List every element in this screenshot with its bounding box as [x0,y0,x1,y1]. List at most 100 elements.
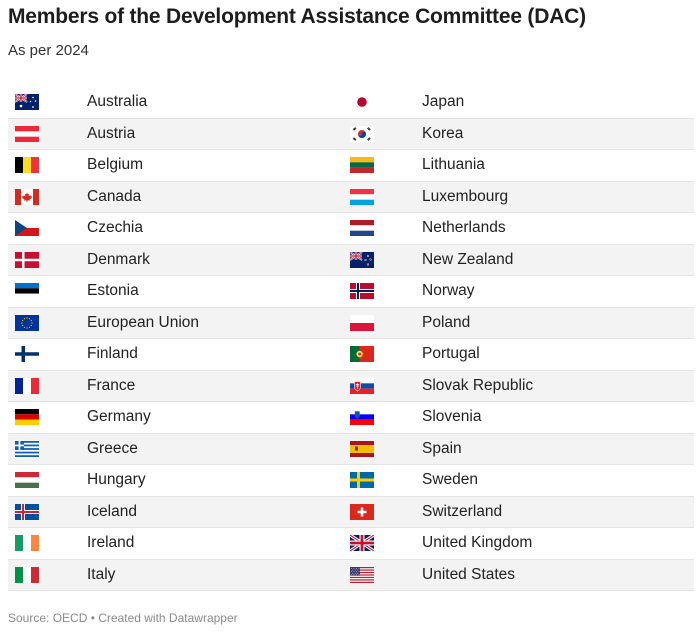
member-name: New Zealand [422,250,514,268]
member-cell: Switzerland [350,497,694,528]
member-cell: France [8,371,351,402]
flag-germany-icon [15,409,39,426]
member-name: Finland [87,345,138,363]
flag-france-icon [15,377,39,394]
member-cell: Estonia [8,276,351,307]
flag-ireland-icon [15,535,39,552]
table-row: Finland Portugal [8,339,694,371]
member-cell: United Kingdom [350,528,694,559]
member-name: Slovak Republic [422,376,534,394]
member-name: Japan [422,93,465,111]
member-cell: Hungary [8,465,351,496]
member-cell: Lithuania [350,150,694,181]
table-row: Greece Spain [8,433,694,465]
member-cell: Slovenia [350,402,694,433]
flag-korea-icon [350,125,374,142]
flag-norway-icon [350,283,374,300]
member-name: France [87,376,136,394]
table-row: European Union Poland [8,307,694,339]
member-name: Germany [87,408,151,426]
member-cell: Netherlands [350,213,694,244]
member-cell: Canada [8,182,351,213]
flag-united-kingdom-icon [350,535,374,552]
member-name: Poland [422,313,471,331]
flag-poland-icon [350,314,374,331]
table-row: Canada Luxembourg [8,181,694,213]
table-row: Belgium Lithuania [8,150,694,182]
member-name: United Kingdom [422,534,533,552]
flag-czechia-icon [15,220,39,237]
flag-new-zealand-icon [350,251,374,268]
member-name: Switzerland [422,502,503,520]
member-name: Ireland [87,534,135,552]
member-cell: Australia [8,87,351,118]
members-table: Australia Japan Austria Korea Belgium Li… [8,87,694,591]
flag-united-states-icon [350,566,374,583]
member-cell: Germany [8,402,351,433]
member-cell: Belgium [8,150,351,181]
member-name: Austria [87,124,136,142]
flag-belgium-icon [15,157,39,174]
member-name: Hungary [87,471,146,489]
member-cell: Sweden [350,465,694,496]
table-row: France Slovak Republic [8,370,694,402]
table-row: Ireland United Kingdom [8,528,694,560]
table-row: Iceland Switzerland [8,496,694,528]
member-name: Sweden [422,471,479,489]
member-name: Czechia [87,219,143,237]
member-name: Lithuania [422,156,485,174]
member-name: Norway [422,282,475,300]
table-row: Hungary Sweden [8,465,694,497]
member-cell: Spain [350,434,694,465]
member-name: Slovenia [422,408,482,426]
member-cell: Luxembourg [350,182,694,213]
member-cell: Korea [350,119,694,150]
member-name: United States [422,565,516,583]
flag-portugal-icon [350,346,374,363]
table-row: Italy United States [8,559,694,591]
member-cell: European Union [8,308,351,339]
member-name: Italy [87,565,116,583]
member-name: Greece [87,439,138,457]
flag-hungary-icon [15,472,39,489]
flag-lithuania-icon [350,157,374,174]
flag-netherlands-icon [350,220,374,237]
table-row: Estonia Norway [8,276,694,308]
member-name: Iceland [87,502,137,520]
flag-luxembourg-icon [350,188,374,205]
flag-greece-icon [15,440,39,457]
table-row: Czechia Netherlands [8,213,694,245]
member-cell: Slovak Republic [350,371,694,402]
member-name: Spain [422,439,462,457]
member-name: Belgium [87,156,143,174]
member-cell: Poland [350,308,694,339]
member-name: European Union [87,313,200,331]
flag-australia-icon [15,94,39,111]
source-footer: Source: OECD • Created with Datawrapper [8,611,238,625]
page-title: Members of the Development Assistance Co… [8,5,586,28]
flag-austria-icon [15,125,39,142]
flag-sweden-icon [350,472,374,489]
member-name: Estonia [87,282,139,300]
flag-slovakia-icon [350,377,374,394]
flag-slovenia-icon [350,409,374,426]
member-name: Canada [87,187,142,205]
flag-switzerland-icon [350,503,374,520]
table-row: Austria Korea [8,118,694,150]
flag-finland-icon [15,346,39,363]
table-row: Germany Slovenia [8,402,694,434]
member-cell: Italy [8,560,351,591]
flag-japan-icon [350,94,374,111]
table-row: Denmark New Zealand [8,244,694,276]
flag-european-union-icon [15,314,39,331]
member-cell: United States [350,560,694,591]
member-cell: New Zealand [350,245,694,276]
flag-spain-icon [350,440,374,457]
member-name: Denmark [87,250,150,268]
member-name: Luxembourg [422,187,509,205]
member-cell: Finland [8,339,351,370]
member-cell: Japan [350,87,694,118]
flag-italy-icon [15,566,39,583]
member-cell: Iceland [8,497,351,528]
member-name: Portugal [422,345,480,363]
